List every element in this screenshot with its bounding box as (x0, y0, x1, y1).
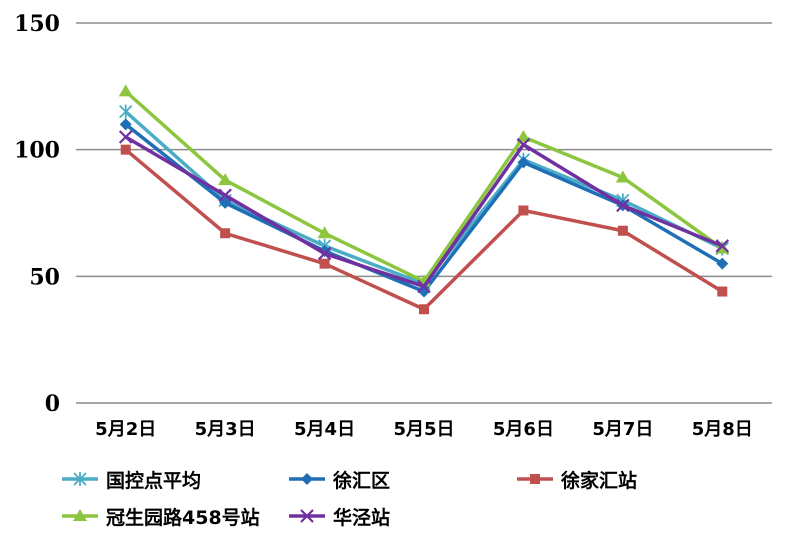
data-point (118, 130, 133, 144)
data-point (617, 225, 628, 236)
x-tick-label: 5月7日 (592, 419, 653, 440)
x-tick-label: 5月6日 (493, 419, 554, 440)
data-point (218, 173, 233, 186)
data-point (118, 84, 133, 97)
data-point (219, 196, 232, 209)
data-point (616, 198, 630, 213)
y-axis-ticks: 0 50 100 150 (14, 11, 60, 417)
x-axis-ticks: 5月2日 5月3日 5月4日 5月5日 5月6日 5月7日 5月8日 (95, 419, 753, 440)
data-point (120, 144, 131, 155)
y-tick-label: 150 (14, 11, 60, 37)
data-point (516, 130, 531, 142)
y-tick-label: 50 (29, 264, 60, 290)
y-tick-label: 100 (14, 138, 60, 164)
data-point (715, 239, 730, 253)
data-point (517, 156, 530, 169)
data-point (317, 246, 332, 261)
series-line (124, 90, 724, 284)
data-point (417, 279, 431, 294)
x-tick-label: 5月2日 (95, 419, 156, 440)
data-point (716, 257, 729, 270)
series-lines (118, 84, 730, 315)
x-tick-label: 5月4日 (294, 419, 355, 440)
x-tick-label: 5月8日 (692, 419, 753, 440)
data-point (717, 286, 728, 297)
grid-lines (76, 22, 772, 404)
data-point (615, 170, 630, 183)
data-point (119, 118, 132, 131)
data-point (220, 228, 231, 239)
series-4 (118, 130, 730, 294)
series-0 (119, 104, 729, 291)
series-2 (120, 144, 728, 315)
data-point (516, 137, 531, 152)
data-point (518, 205, 529, 216)
x-tick-label: 5月5日 (393, 419, 454, 440)
data-point (419, 304, 429, 315)
x-tick-label: 5月3日 (195, 419, 256, 440)
data-point (319, 258, 330, 269)
data-point (218, 188, 232, 203)
data-point (119, 104, 133, 119)
data-point (317, 226, 332, 239)
y-tick-label: 0 (45, 391, 60, 417)
series-line (124, 110, 724, 286)
